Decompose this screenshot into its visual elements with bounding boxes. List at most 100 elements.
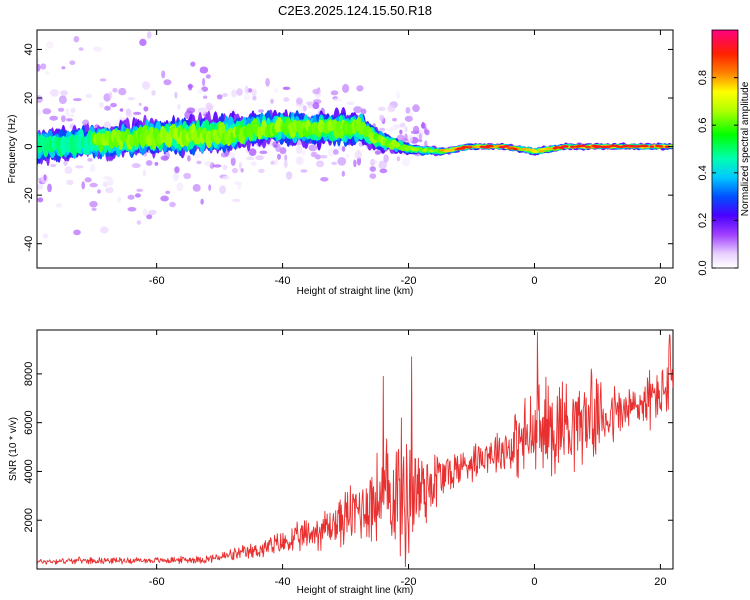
spectrogram-noise-blob: [331, 161, 338, 165]
spectrogram-noise-blob: [172, 172, 179, 182]
spectrogram-noise-blob: [97, 189, 101, 194]
spectrogram-noise-blob: [346, 101, 355, 106]
spectrogram-noise-blob: [396, 91, 401, 99]
spectrogram-noise-blob: [312, 88, 320, 95]
spectrogram-noise-blob: [85, 93, 93, 99]
snr-ytick-label: 8000: [23, 362, 35, 386]
spectrogram-noise-blob: [423, 126, 428, 134]
spectrogram-noise-blob: [160, 155, 169, 161]
spectrogram-noise-blob: [139, 38, 147, 47]
spectrogram-ridge-cell: [443, 150, 451, 153]
spectrogram-noise-blob: [341, 170, 345, 177]
snr-ylabel: SNR (10 * v/v): [8, 417, 19, 481]
spectrogram-xtick-label: -20: [401, 275, 417, 287]
spectrogram-noise-blob: [296, 97, 303, 105]
spectrogram-ridge-cell: [657, 145, 664, 148]
spectrogram-noise-blob: [387, 104, 396, 113]
spectrogram-noise-blob: [118, 87, 127, 96]
spectrogram-noise-blob: [58, 95, 67, 104]
spectrogram-ridge-cell: [465, 146, 473, 149]
spectrogram-noise-blob: [337, 157, 347, 166]
colorbar-tick-label: 0.8: [697, 70, 709, 85]
spectrogram-noise-blob: [183, 172, 192, 180]
spectrogram-xtick-label: 20: [654, 275, 666, 287]
spectrogram-noise-blob: [169, 201, 176, 208]
spectrogram-marks: [37, 31, 673, 239]
spectrogram-noise-blob: [369, 173, 377, 180]
spectrogram-noise-blob: [274, 87, 279, 94]
spectrogram-noise-blob: [282, 86, 291, 91]
spectrogram-noise-blob: [67, 113, 75, 118]
spectrogram-axes: -60 -40 -20 0 20 -40 -20 0 20 40: [23, 30, 673, 287]
spectrogram-noise-blob: [37, 63, 41, 72]
spectrogram-noise-blob: [370, 160, 378, 164]
spectrogram-noise-blob: [345, 153, 350, 158]
spectrogram-noise-blob: [379, 168, 388, 174]
spectrogram-noise-blob: [134, 193, 141, 198]
spectrogram-noise-blob: [208, 184, 212, 192]
colorbar-tick-label: 0.4: [697, 165, 709, 180]
colorbar-ticks: 0.0 0.2 0.4 0.6 0.8: [697, 70, 738, 276]
spectrogram-noise-blob: [98, 101, 104, 108]
spectrogram-noise-blob: [66, 179, 74, 185]
spectrogram-noise-blob: [412, 104, 420, 113]
spectrogram-noise-blob: [91, 207, 97, 211]
spectrogram-noise-blob: [148, 209, 157, 215]
spectrogram-noise-blob: [73, 98, 82, 102]
spectrogram-noise-blob: [354, 150, 363, 159]
spectrogram-noise-blob: [174, 91, 178, 99]
spectrogram-noise-blob: [40, 63, 47, 70]
spectrogram-noise-blob: [277, 153, 281, 160]
spectrogram-noise-blob: [222, 93, 228, 97]
spectrogram-noise-blob: [300, 169, 308, 173]
snr-ytick-label: 2000: [23, 508, 35, 532]
spectrogram-noise-blob: [295, 145, 303, 154]
spectrogram-noise-blob: [327, 147, 336, 157]
colorbar-tick-label: 0.0: [697, 260, 709, 275]
spectrogram-noise-blob: [136, 188, 144, 192]
spectrogram-noise-blob: [312, 151, 318, 158]
spectrogram-noise-blob: [45, 41, 54, 49]
spectrogram-xtick-label: 0: [531, 275, 537, 287]
spectrogram-noise-blob: [230, 157, 236, 166]
spectrogram-noise-blob: [65, 118, 73, 122]
spectrogram-noise-blob: [203, 95, 208, 99]
spectrogram-noise-blob: [250, 161, 257, 166]
spectrogram-ridge-cell: [494, 144, 501, 147]
spectrogram-noise-blob: [353, 106, 363, 114]
spectrogram-noise-blob: [154, 162, 159, 166]
spectrogram-noise-blob: [145, 160, 153, 166]
spectrogram-noise-blob: [205, 74, 211, 79]
spectrogram-noise-blob: [42, 233, 49, 239]
spectrogram-noise-blob: [127, 194, 135, 200]
spectrogram-noise-blob: [127, 207, 137, 212]
spectrogram-noise-blob: [295, 142, 302, 146]
spectrogram-noise-blob: [100, 226, 109, 234]
spectrogram-ridge-cell: [570, 145, 576, 148]
spectrogram-noise-blob: [142, 169, 146, 177]
spectrogram-noise-blob: [89, 201, 98, 208]
spectrogram-ridge-cell: [475, 145, 481, 149]
spectrogram-noise-blob: [45, 71, 50, 75]
spectrogram-noise-blob: [305, 101, 314, 106]
spectrogram-noise-blob: [105, 187, 114, 194]
spectrogram-noise-blob: [319, 154, 328, 159]
spectrogram-noise-blob: [378, 160, 388, 170]
spectrogram-noise-blob: [146, 31, 152, 39]
spectrogram-noise-blob: [404, 133, 408, 142]
spectrogram-noise-blob: [138, 102, 142, 106]
spectrogram-noise-blob: [356, 85, 364, 92]
spectrogram-noise-blob: [60, 90, 68, 96]
spectrogram-noise-blob: [353, 159, 357, 168]
spectrogram-noise-blob: [47, 183, 52, 193]
spectrogram-noise-blob: [136, 220, 142, 225]
spectrogram-noise-blob: [283, 97, 290, 102]
spectrogram-noise-blob: [377, 106, 386, 111]
spectrogram-noise-blob: [374, 150, 381, 155]
spectrogram-noise-blob: [232, 167, 238, 174]
spectrogram-xlabel: Height of straight line (km): [297, 286, 414, 297]
spectrogram-noise-blob: [246, 156, 255, 161]
spectrogram-noise-blob: [69, 60, 76, 65]
spectrogram-noise-blob: [131, 163, 141, 169]
spectrogram-noise-blob: [302, 105, 307, 112]
